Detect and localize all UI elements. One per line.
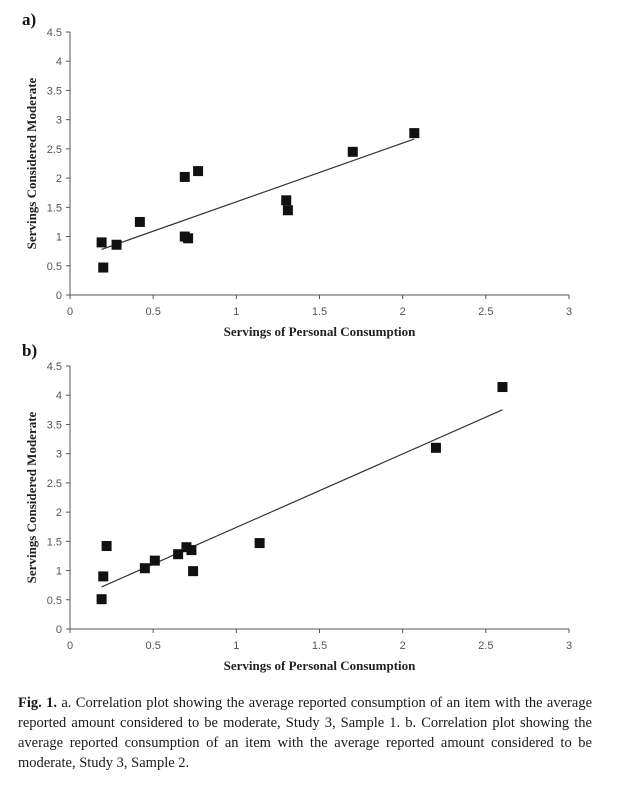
chart-a-data-point <box>183 233 194 244</box>
chart-b-y-tick-label: 1.5 <box>47 536 62 548</box>
chart-a-x-tick-label: 2 <box>400 306 406 318</box>
chart-a-x-tick-label: 0.5 <box>146 306 161 318</box>
chart-a-y-tick-label: 1.5 <box>47 202 62 214</box>
chart-a-data-point <box>193 166 204 177</box>
chart-a-y-tick-label: 3.5 <box>47 85 62 97</box>
chart-b-trendline <box>101 409 503 588</box>
chart-b-y-tick-label: 4.5 <box>47 361 62 373</box>
chart-b-data-point <box>96 594 107 605</box>
chart-a-trendline <box>101 138 415 250</box>
chart-b-y-tick-label: 0 <box>56 624 62 636</box>
chart-a-y-tick-label: 4.5 <box>47 27 62 39</box>
chart-b-y-tick-label: 0.5 <box>47 595 62 607</box>
chart-a-x-tick-label: 1.5 <box>312 306 327 318</box>
chart-a-y-tick-label: 4 <box>56 56 62 68</box>
chart-b-data-point <box>98 571 109 582</box>
chart-b-x-tick-label: 0.5 <box>146 640 161 652</box>
chart-b-y-tick-label: 2.5 <box>47 478 62 490</box>
chart-b-x-tick-label: 1.5 <box>312 640 327 652</box>
chart-a-x-tick-label: 0 <box>67 306 73 318</box>
chart-a-data-point <box>347 146 358 157</box>
chart-b-data-point <box>188 566 199 577</box>
chart-a-data-point <box>281 195 292 206</box>
chart-a-data-point <box>134 216 145 227</box>
chart-a-y-tick-label: 2 <box>56 173 62 185</box>
chart-a-data-point <box>282 205 293 216</box>
chart-a-y-tick-label: 1 <box>56 232 62 244</box>
chart-b-y-axis-title: Servings Considered Moderate <box>24 411 39 583</box>
chart-b-x-tick-label: 1 <box>233 640 239 652</box>
chart-b-y-tick-label: 1 <box>56 566 62 578</box>
figure-caption-text: a. Correlation plot showing the average … <box>18 695 593 771</box>
chart-b-data-point <box>149 555 160 566</box>
figure-caption: Fig. 1. a. Correlation plot showing the … <box>18 693 592 773</box>
chart-b-data-point <box>254 538 265 549</box>
chart-b-data-point <box>139 563 150 574</box>
chart-a-y-tick-label: 2.5 <box>47 144 62 156</box>
chart-b-y-tick-label: 3 <box>56 449 62 461</box>
chart-a-data-point <box>179 171 190 182</box>
chart-b-panel-label: b) <box>22 341 37 360</box>
chart-a-x-tick-label: 2.5 <box>478 306 493 318</box>
chart-a-data-point <box>96 237 107 248</box>
chart-a-x-tick-label: 1 <box>233 306 239 318</box>
chart-b-y-tick-label: 4 <box>56 390 62 402</box>
figure-charts: a) 0 0.5 1 1.5 2 2.5 3 3.5 4 4.5 0 0.5 1 1.5 2 2.5 3 Servi… <box>22 10 572 673</box>
chart-b-x-tick-label: 2 <box>400 640 406 652</box>
chart-a-x-tick-label: 3 <box>566 306 572 318</box>
chart-a-data-point <box>409 128 420 139</box>
chart-a-data-point <box>111 239 122 250</box>
chart-b-data-point <box>173 549 184 560</box>
chart-a-x-axis-title: Servings of Personal Consumption <box>224 324 417 339</box>
chart-b: b) 0 0.5 1 1.5 2 2.5 3 3.5 4 4.5 0 0.5 1 1.5 2 2.5 3 Servi… <box>22 341 572 673</box>
chart-b-data-point <box>101 541 112 552</box>
chart-b-data-point <box>186 545 197 556</box>
chart-a-y-tick-label: 0 <box>56 290 62 302</box>
chart-b-x-tick-label: 0 <box>67 640 73 652</box>
chart-b-x-axis-title: Servings of Personal Consumption <box>224 658 417 673</box>
chart-a-y-axis-title: Servings Considered Moderate <box>24 77 39 249</box>
chart-b-y-tick-label: 2 <box>56 507 62 519</box>
chart-b-data-point <box>430 442 441 453</box>
chart-a: a) 0 0.5 1 1.5 2 2.5 3 3.5 4 4.5 0 0.5 1 1.5 2 2.5 3 Servi… <box>22 10 572 339</box>
chart-b-data-point <box>497 382 508 393</box>
figure-caption-label: Fig. 1. <box>18 695 57 711</box>
chart-a-y-tick-label: 3 <box>56 115 62 127</box>
chart-b-x-tick-label: 2.5 <box>478 640 493 652</box>
chart-a-y-tick-label: 0.5 <box>47 261 62 273</box>
chart-b-x-tick-label: 3 <box>566 640 572 652</box>
chart-a-data-point <box>98 262 109 273</box>
chart-a-panel-label: a) <box>22 10 36 29</box>
chart-b-y-tick-label: 3.5 <box>47 419 62 431</box>
